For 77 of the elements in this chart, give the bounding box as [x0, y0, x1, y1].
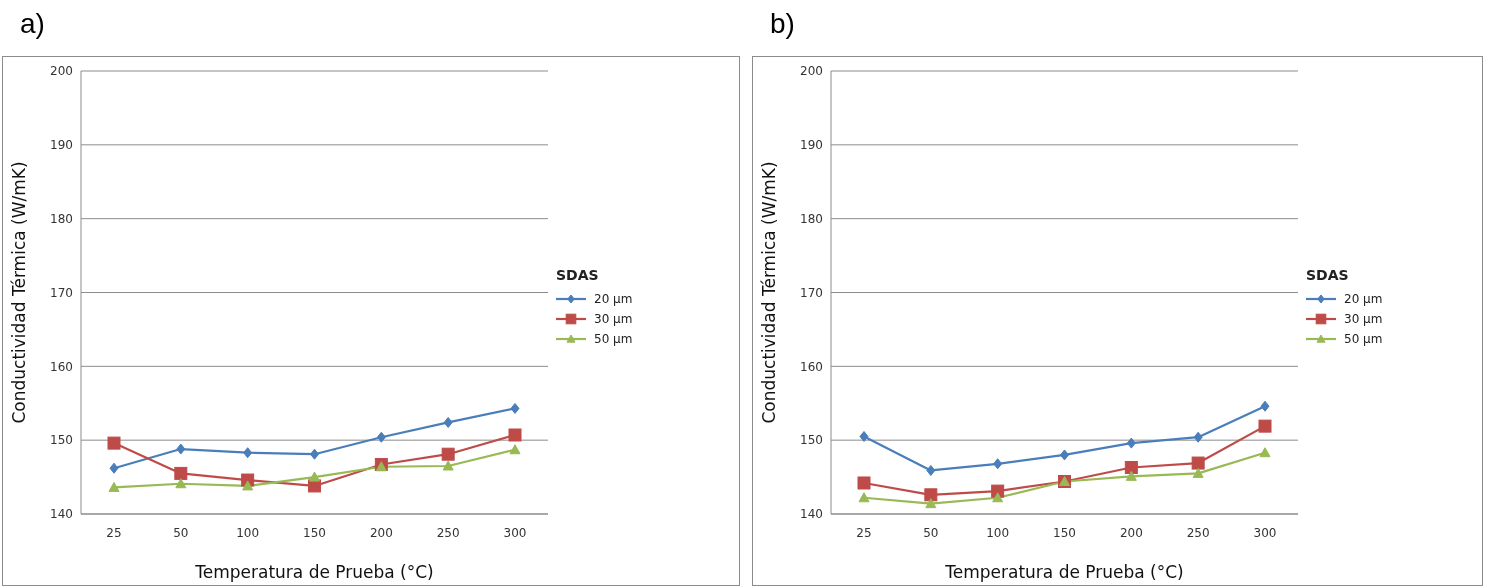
chart-title: a)	[20, 8, 45, 40]
point	[509, 444, 521, 455]
y-tick-label: 170	[800, 285, 823, 300]
y-tick-label: 180	[800, 211, 823, 226]
point	[176, 443, 186, 455]
point	[309, 471, 320, 482]
y-tick-label: 140	[50, 507, 73, 522]
point	[858, 492, 870, 503]
y-tick-label: 180	[50, 211, 73, 226]
point	[1259, 447, 1271, 458]
x-tick-label: 250	[436, 525, 460, 540]
chart-title: b)	[770, 8, 795, 40]
point	[508, 428, 522, 442]
point	[242, 480, 254, 491]
y-tick-label: 150	[50, 433, 73, 448]
point	[1124, 460, 1138, 474]
legend-title: SDAS	[1306, 267, 1350, 283]
point	[924, 488, 938, 502]
point	[992, 492, 1004, 503]
x-tick-label: 200	[1119, 525, 1143, 540]
point	[442, 460, 454, 471]
point	[925, 498, 937, 509]
legend-label: 50 µm	[1344, 332, 1383, 346]
point	[109, 462, 119, 474]
x-tick-label: 100	[986, 525, 1010, 540]
point	[1193, 431, 1203, 443]
legend-label: 30 µm	[594, 312, 633, 326]
point	[859, 430, 869, 442]
y-tick-label: 200	[50, 64, 73, 79]
point	[107, 436, 121, 450]
point	[443, 416, 453, 428]
legend-label: 50 µm	[594, 332, 633, 346]
point	[441, 447, 455, 461]
point	[1191, 456, 1205, 470]
legend-label: 20 µm	[1344, 292, 1383, 306]
x-tick-label: 25	[106, 525, 122, 540]
point	[1258, 419, 1272, 433]
x-tick-label: 25	[856, 525, 872, 540]
x-tick-label: 150	[1053, 525, 1076, 540]
point	[376, 431, 386, 443]
point	[1192, 467, 1204, 478]
y-axis-title: Conductividad Térmica (W/mK)	[9, 161, 30, 424]
point	[1060, 449, 1069, 461]
point	[243, 447, 253, 459]
point	[993, 458, 1003, 470]
point	[108, 481, 120, 492]
legend-label: 30 µm	[1344, 312, 1383, 326]
x-axis-title: Temperatura de Prueba (°C)	[944, 562, 1184, 582]
point	[174, 466, 188, 480]
point	[1260, 400, 1270, 412]
point	[926, 464, 936, 476]
y-tick-label: 160	[800, 359, 823, 374]
x-tick-label: 150	[303, 525, 326, 540]
point	[510, 402, 520, 414]
x-axis-title: Temperatura de Prueba (°C)	[194, 562, 434, 582]
y-tick-label: 200	[800, 64, 823, 79]
y-tick-label: 190	[50, 138, 73, 153]
y-tick-label: 190	[800, 138, 823, 153]
y-tick-label: 170	[50, 285, 73, 300]
legend-label: 20 µm	[594, 292, 633, 306]
point	[310, 448, 319, 460]
x-tick-label: 250	[1186, 525, 1210, 540]
y-axis-title: Conductividad Térmica (W/mK)	[759, 161, 780, 424]
point	[1126, 437, 1136, 449]
point	[857, 476, 871, 490]
x-tick-label: 300	[503, 525, 527, 540]
point	[1125, 470, 1137, 481]
y-tick-label: 150	[800, 433, 823, 448]
x-tick-label: 200	[369, 525, 393, 540]
legend-title: SDAS	[556, 267, 600, 283]
point	[175, 478, 187, 489]
y-tick-label: 160	[50, 359, 73, 374]
x-tick-label: 50	[923, 525, 939, 540]
x-tick-label: 50	[173, 525, 189, 540]
x-tick-label: 100	[236, 525, 260, 540]
y-tick-label: 140	[800, 507, 823, 522]
x-tick-label: 300	[1253, 525, 1277, 540]
